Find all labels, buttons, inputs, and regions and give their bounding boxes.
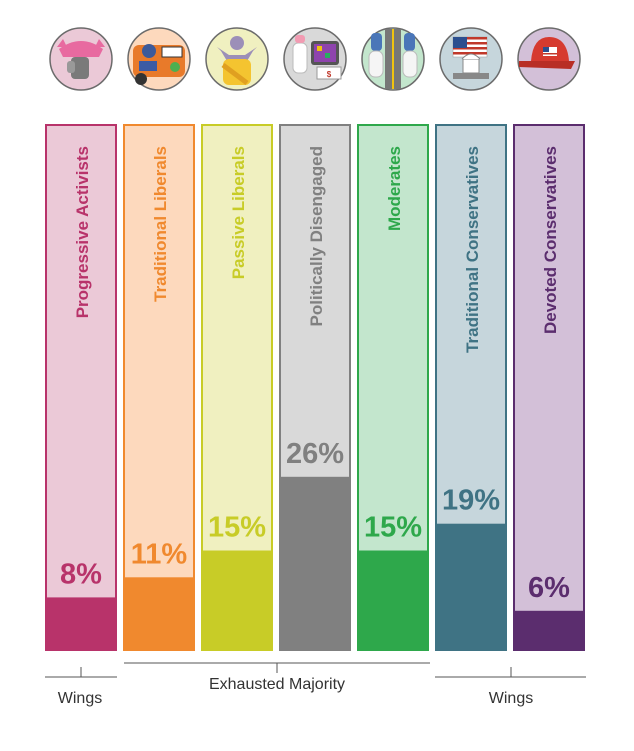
bar-traditional-liberals (123, 577, 195, 651)
category-label-passive-liberals: Passive Liberals (229, 146, 248, 279)
group-label-left-wings: Wings (57, 690, 103, 707)
value-label-devoted-conservatives: 6% (528, 572, 570, 604)
bar-passive-liberals (201, 550, 273, 651)
bar-moderates (357, 550, 429, 651)
category-label-politically-disengaged: Politically Disengaged (307, 146, 326, 326)
category-label-traditional-conservatives: Traditional Conservatives (463, 146, 482, 353)
baby-bottle-tablet-icon: $ (283, 27, 347, 91)
category-label-progressive-activists: Progressive Activists (73, 146, 92, 318)
pink-hat-raised-fist-icon (49, 27, 113, 91)
value-label-traditional-conservatives: 19% (442, 485, 500, 517)
svg-text:$: $ (327, 70, 332, 79)
value-label-passive-liberals: 15% (208, 512, 266, 544)
car-bumper-stickers-icon (127, 27, 191, 91)
column-bg-traditional-liberals (123, 124, 195, 651)
bar-traditional-conservatives (435, 523, 507, 651)
bracket-right-wings (435, 667, 586, 678)
sneakers-on-road-icon (361, 27, 425, 91)
shrugging-person-icon (205, 27, 269, 91)
value-label-moderates: 15% (364, 512, 422, 544)
bracket-exhausted-majority (124, 662, 430, 673)
bar-politically-disengaged (279, 476, 351, 651)
category-label-devoted-conservatives: Devoted Conservatives (541, 146, 560, 334)
value-label-traditional-liberals: 11% (131, 538, 188, 570)
column-bg-devoted-conservatives (513, 124, 585, 651)
category-label-moderates: Moderates (385, 146, 404, 231)
value-label-politically-disengaged: 26% (286, 438, 344, 470)
red-cap-flag-icon (517, 27, 581, 91)
flag-over-capitol-icon (439, 27, 503, 91)
group-label-right-wings: Wings (488, 690, 534, 707)
column-bg-progressive-activists (45, 124, 117, 651)
bar-progressive-activists (45, 597, 117, 651)
bracket-left-wings (45, 667, 117, 678)
value-label-progressive-activists: 8% (60, 558, 102, 590)
group-label-exhausted-majority: Exhausted Majority (208, 676, 346, 693)
bar-devoted-conservatives (513, 610, 585, 651)
category-label-traditional-liberals: Traditional Liberals (151, 146, 170, 302)
